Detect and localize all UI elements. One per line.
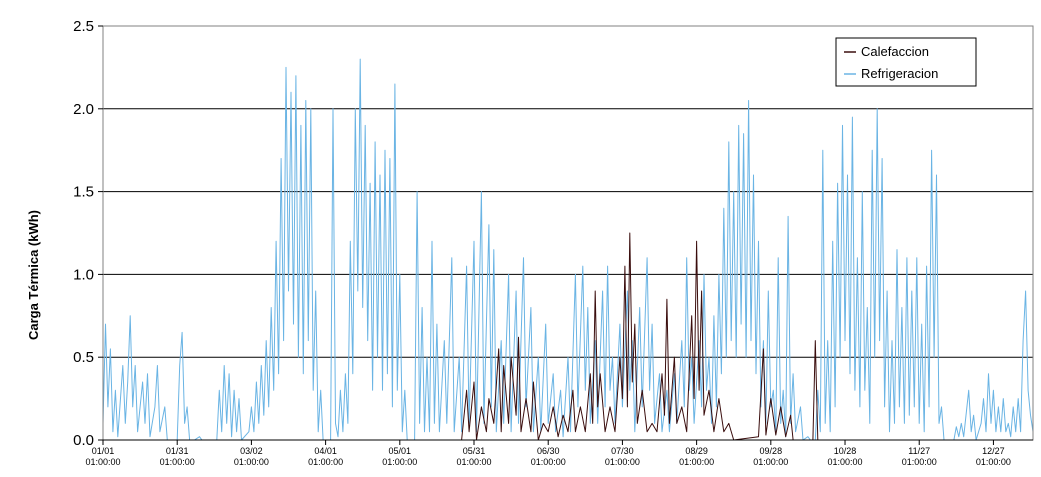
x-tick-time: 01:00:00	[902, 457, 937, 467]
y-tick-labels: 0.0 0.5 1.0 1.5 2.0 2.5	[73, 18, 94, 449]
x-tick-time: 01:00:00	[679, 457, 714, 467]
legend: Calefaccion Refrigeracion	[835, 37, 977, 87]
legend-label-calefaccion: Calefaccion	[861, 44, 929, 59]
x-tick-date: 06/30	[537, 446, 560, 456]
x-tick-date: 12/27	[982, 446, 1005, 456]
x-tick-time: 01:00:00	[85, 457, 120, 467]
y-tick-label: 2.5	[73, 18, 94, 35]
x-tick-date: 09/28	[760, 446, 783, 456]
x-tick-time: 01:00:00	[308, 457, 343, 467]
x-tick-time: 01:00:00	[234, 457, 269, 467]
x-tick-date: 07/30	[611, 446, 634, 456]
x-tick-time: 01:00:00	[456, 457, 491, 467]
y-tick-label: 1.0	[73, 266, 94, 283]
x-tick-date: 03/02	[240, 446, 263, 456]
series-line-calefaccion	[461, 232, 1006, 441]
x-tick-date: 05/31	[463, 446, 486, 456]
y-tick-label: 1.5	[73, 184, 94, 201]
x-tick-date: 08/29	[685, 446, 708, 456]
x-tick-date: 05/01	[389, 446, 412, 456]
x-tick-date: 04/01	[314, 446, 337, 456]
x-tick-date: 01/31	[166, 446, 189, 456]
x-tick-date: 11/27	[908, 446, 930, 456]
y-tick-label: 0.5	[73, 349, 94, 366]
x-tick-date: 01/01	[92, 446, 115, 456]
axes	[98, 25, 1034, 445]
x-tick-time: 01:00:00	[827, 457, 862, 467]
series-line-refrigeracion	[102, 58, 1034, 441]
x-tick-time: 01:00:00	[382, 457, 417, 467]
x-tick-time: 01:00:00	[976, 457, 1011, 467]
series-lines	[102, 58, 1034, 441]
x-tick-labels: 01/0101:00:0001/3101:00:0003/0201:00:000…	[85, 446, 1010, 467]
y-tick-label: 2.0	[73, 101, 94, 118]
legend-label-refrigeracion: Refrigeracion	[861, 66, 938, 81]
x-tick-time: 01:00:00	[605, 457, 640, 467]
y-tick-label: 0.0	[73, 432, 94, 449]
x-tick-time: 01:00:00	[531, 457, 566, 467]
x-tick-time: 01:00:00	[753, 457, 788, 467]
legend-box	[835, 37, 977, 87]
y-axis-label: Carga Térmica (kWh)	[26, 210, 41, 340]
x-tick-time: 01:00:00	[160, 457, 195, 467]
x-tick-date: 10/28	[834, 446, 857, 456]
